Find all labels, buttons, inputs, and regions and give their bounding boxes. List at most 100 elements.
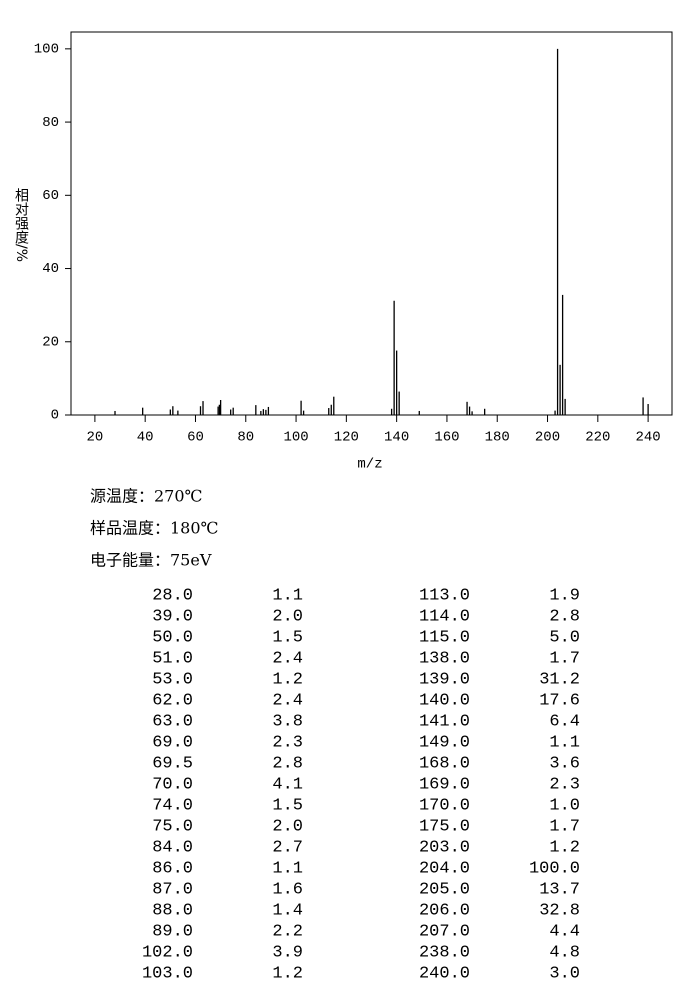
mz-cell: 39.0: [152, 607, 193, 626]
intensity-cell: 3.6: [549, 754, 580, 773]
intensity-cell: 4.1: [272, 775, 303, 794]
mz-cell: 206.0: [419, 901, 470, 920]
intensity-cell: 1.6: [272, 880, 303, 899]
x-tick-label: 20: [86, 430, 103, 446]
intensity-cell: 1.1: [272, 586, 303, 605]
mz-cell: 89.0: [152, 922, 193, 941]
intensity-cell: 5.0: [549, 628, 580, 647]
mz-cell: 149.0: [419, 733, 470, 752]
y-tick-label: 100: [34, 42, 59, 58]
mz-cell: 139.0: [419, 670, 470, 689]
mz-cell: 175.0: [419, 817, 470, 836]
x-tick-label: 160: [434, 430, 459, 446]
intensity-cell: 1.2: [272, 670, 303, 689]
intensity-cell: 3.9: [272, 943, 303, 962]
x-axis-label: m/z: [357, 457, 382, 473]
mz-cell: 28.0: [152, 586, 193, 605]
condition: 样品温度：180℃: [90, 519, 218, 538]
intensity-cell: 32.8: [539, 901, 580, 920]
x-tick-label: 200: [535, 430, 560, 446]
intensity-cell: 2.7: [272, 838, 303, 857]
mz-cell: 138.0: [419, 649, 470, 668]
x-tick-label: 80: [237, 430, 254, 446]
intensity-cell: 1.2: [272, 964, 303, 983]
plot-frame: [70, 31, 673, 416]
mz-cell: 74.0: [152, 796, 193, 815]
intensity-cell: 13.7: [539, 880, 580, 899]
mz-cell: 238.0: [419, 943, 470, 962]
intensity-cell: 17.6: [539, 691, 580, 710]
intensity-cell: 3.0: [549, 964, 580, 983]
mz-cell: 204.0: [419, 859, 470, 878]
intensity-cell: 1.4: [272, 901, 303, 920]
intensity-cell: 1.7: [549, 817, 580, 836]
condition: 源温度：270℃: [90, 487, 202, 506]
intensity-cell: 1.5: [272, 628, 303, 647]
intensity-cell: 1.5: [272, 796, 303, 815]
intensity-cell: 1.0: [549, 796, 580, 815]
mz-cell: 140.0: [419, 691, 470, 710]
intensity-cell: 1.7: [549, 649, 580, 668]
intensity-cell: 1.1: [549, 733, 580, 752]
mz-cell: 86.0: [152, 859, 193, 878]
mz-cell: 70.0: [152, 775, 193, 794]
mz-cell: 113.0: [419, 586, 470, 605]
mz-cell: 170.0: [419, 796, 470, 815]
intensity-cell: 2.4: [272, 649, 303, 668]
intensity-cell: 1.2: [549, 838, 580, 857]
intensity-cell: 1.9: [549, 586, 580, 605]
mz-cell: 51.0: [152, 649, 193, 668]
intensity-cell: 4.4: [549, 922, 580, 941]
intensity-cell: 2.2: [272, 922, 303, 941]
mz-cell: 50.0: [152, 628, 193, 647]
intensity-cell: 2.8: [549, 607, 580, 626]
mz-cell: 141.0: [419, 712, 470, 731]
intensity-cell: 2.0: [272, 817, 303, 836]
mz-cell: 205.0: [419, 880, 470, 899]
mz-cell: 114.0: [419, 607, 470, 626]
x-tick-label: 220: [585, 430, 610, 446]
intensity-cell: 2.8: [272, 754, 303, 773]
intensity-cell: 2.3: [549, 775, 580, 794]
intensity-cell: 31.2: [539, 670, 580, 689]
mz-cell: 240.0: [419, 964, 470, 983]
intensity-cell: 2.4: [272, 691, 303, 710]
mz-cell: 103.0: [142, 964, 193, 983]
intensity-cell: 1.1: [272, 859, 303, 878]
x-tick-label: 240: [636, 430, 661, 446]
y-tick-label: 40: [42, 261, 59, 277]
mz-cell: 53.0: [152, 670, 193, 689]
x-tick-label: 140: [384, 430, 409, 446]
intensity-cell: 4.8: [549, 943, 580, 962]
mz-cell: 102.0: [142, 943, 193, 962]
mz-cell: 169.0: [419, 775, 470, 794]
x-tick-label: 60: [187, 430, 204, 446]
x-tick-label: 120: [334, 430, 359, 446]
intensity-cell: 2.3: [272, 733, 303, 752]
mz-cell: 69.5: [152, 754, 193, 773]
mz-cell: 69.0: [152, 733, 193, 752]
mz-cell: 203.0: [419, 838, 470, 857]
y-axis-label: 相对强度/%: [13, 188, 29, 262]
mz-cell: 87.0: [152, 880, 193, 899]
x-tick-label: 40: [137, 430, 154, 446]
y-tick-label: 80: [42, 115, 59, 131]
x-tick-label: 100: [283, 430, 308, 446]
y-tick-label: 20: [42, 334, 59, 350]
intensity-cell: 6.4: [549, 712, 580, 731]
mz-cell: 168.0: [419, 754, 470, 773]
condition: 电子能量：75eV: [90, 551, 212, 570]
intensity-cell: 100.0: [529, 859, 580, 878]
x-tick-label: 180: [485, 430, 510, 446]
intensity-cell: 2.0: [272, 607, 303, 626]
mz-cell: 207.0: [419, 922, 470, 941]
mz-cell: 75.0: [152, 817, 193, 836]
mz-cell: 84.0: [152, 838, 193, 857]
intensity-cell: 3.8: [272, 712, 303, 731]
y-tick-label: 0: [51, 408, 59, 424]
mz-cell: 115.0: [419, 628, 470, 647]
mz-cell: 62.0: [152, 691, 193, 710]
y-tick-label: 60: [42, 188, 59, 204]
mz-cell: 63.0: [152, 712, 193, 731]
